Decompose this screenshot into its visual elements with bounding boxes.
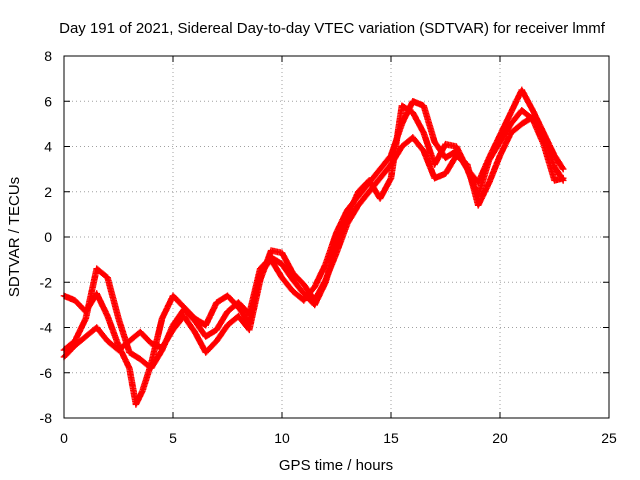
x-axis-label: GPS time / hours	[279, 457, 393, 474]
x-tick-label: 5	[169, 430, 177, 446]
axis-ticks: 0 5 10 15 20 25 -8 -6 -4 -2 0 2 4 6 8	[40, 48, 617, 446]
series-3	[60, 102, 567, 372]
y-tick-label: -6	[40, 365, 53, 381]
y-tick-label: -4	[40, 320, 53, 336]
y-tick-label: 4	[44, 139, 52, 155]
data-points	[60, 86, 567, 408]
x-tick-label: 15	[383, 430, 399, 446]
x-tick-label: 0	[60, 430, 68, 446]
y-tick-label: 6	[44, 93, 52, 109]
y-tick-label: 8	[44, 48, 52, 64]
y-tick-label: -2	[40, 274, 53, 290]
x-tick-label: 20	[492, 430, 508, 446]
x-tick-label: 10	[274, 430, 290, 446]
chart-title: Day 191 of 2021, Sidereal Day-to-day VTE…	[59, 20, 606, 37]
y-tick-label: -8	[40, 410, 53, 426]
y-tick-label: 2	[44, 184, 52, 200]
y-tick-label: 0	[44, 229, 52, 245]
y-axis-label: SDTVAR / TECUs	[6, 177, 23, 297]
x-tick-label: 25	[601, 430, 617, 446]
series-markers	[60, 102, 567, 372]
